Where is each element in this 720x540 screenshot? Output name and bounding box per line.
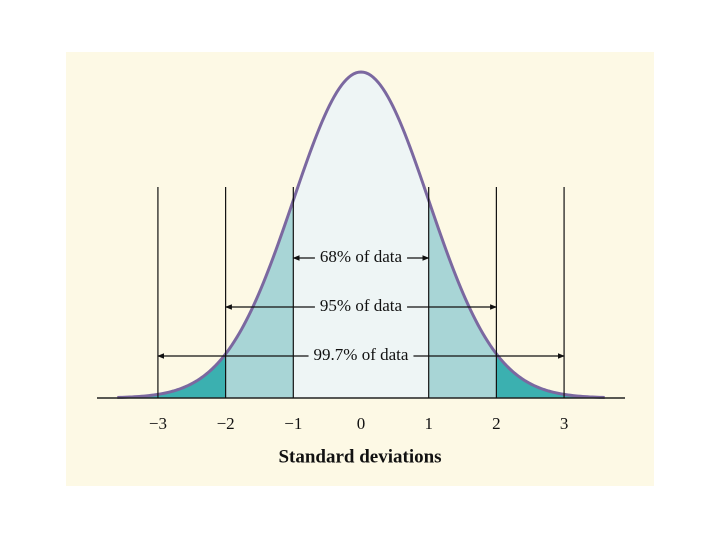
annotation-label: 68% of data bbox=[320, 247, 403, 266]
x-tick-label: 3 bbox=[560, 414, 569, 433]
shaded-region bbox=[117, 353, 226, 398]
shaded-region bbox=[496, 353, 605, 398]
x-tick-label: 2 bbox=[492, 414, 501, 433]
x-tick-label: −1 bbox=[284, 414, 302, 433]
x-tick-label: −2 bbox=[217, 414, 235, 433]
annotation-label: 99.7% of data bbox=[314, 345, 409, 364]
x-axis-label: Standard deviations bbox=[278, 446, 441, 467]
shaded-region bbox=[293, 72, 429, 398]
annotation-label: 95% of data bbox=[320, 296, 403, 315]
normal-curve bbox=[117, 70, 605, 399]
x-tick-label: 0 bbox=[357, 414, 366, 433]
x-tick-label: −3 bbox=[149, 414, 167, 433]
x-tick-label: 1 bbox=[424, 414, 433, 433]
